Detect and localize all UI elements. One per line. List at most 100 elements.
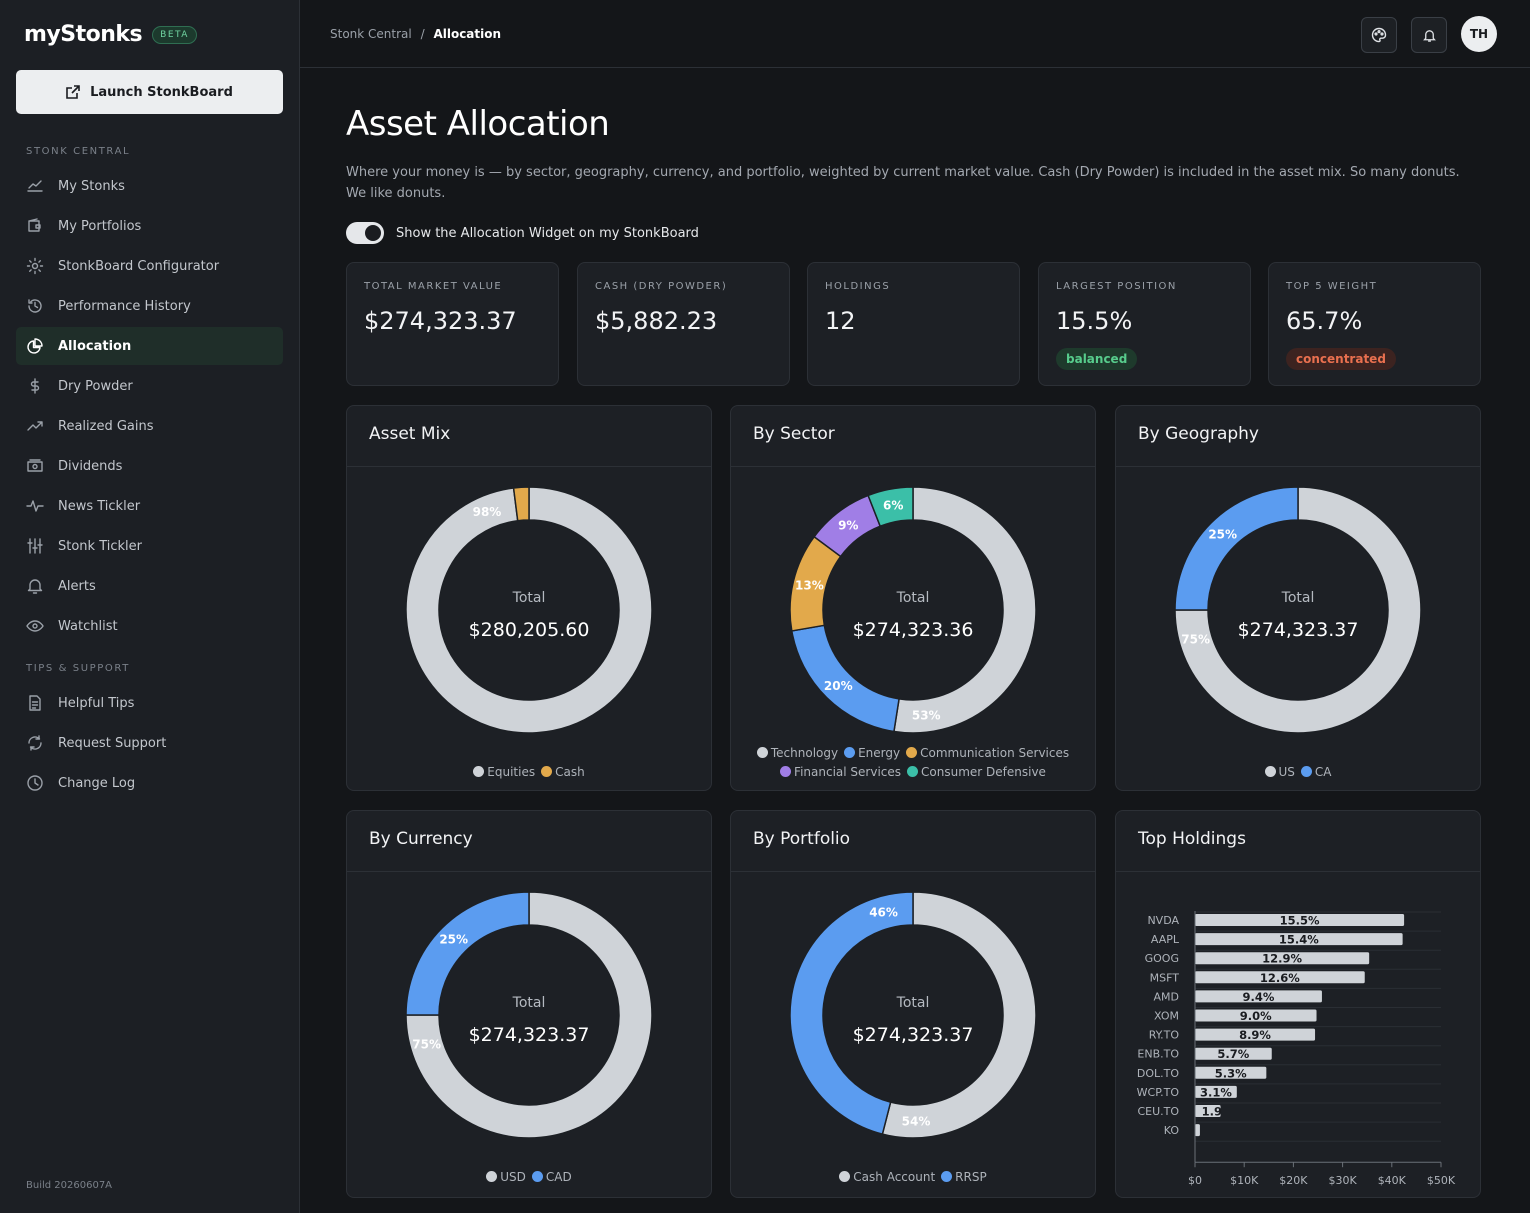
- donut-slice-consumer-defensive[interactable]: [867, 486, 914, 528]
- sidebar-item-change-log[interactable]: Change Log: [16, 764, 283, 802]
- external-link-icon: [66, 85, 80, 99]
- toggle-label: Show the Allocation Widget on my StonkBo…: [396, 225, 699, 241]
- donut-slice-cad[interactable]: [405, 891, 530, 1016]
- donut-slice-equities[interactable]: [405, 486, 653, 734]
- sidebar-item-label: News Tickler: [58, 498, 141, 514]
- sidebar-item-my-stonks[interactable]: My Stonks: [16, 167, 283, 205]
- clock-icon: [27, 775, 43, 791]
- legend-item[interactable]: Financial Services: [780, 763, 901, 782]
- bar-xom[interactable]: [1195, 1009, 1317, 1022]
- sidebar-item-dry-powder[interactable]: Dry Powder: [16, 367, 283, 405]
- launch-stonkboard-button[interactable]: Launch StonkBoard: [16, 70, 283, 114]
- legend-item[interactable]: Technology: [756, 744, 838, 763]
- donut-slice-ca[interactable]: [1174, 486, 1299, 611]
- sidebar-item-label: Dry Powder: [58, 378, 133, 394]
- stat-card-cash: CASH (DRY POWDER) $5,882.23: [577, 262, 790, 386]
- chart-legend: USD CAD: [347, 1168, 711, 1187]
- sidebar-item-stonk-tickler[interactable]: Stonk Tickler: [16, 527, 283, 565]
- sidebar-item-request-support[interactable]: Request Support: [16, 724, 283, 762]
- pie-chart-icon: [27, 338, 43, 354]
- bar-dol-to[interactable]: [1195, 1066, 1267, 1079]
- legend-item[interactable]: Energy: [844, 744, 900, 763]
- sidebar-item-alerts[interactable]: Alerts: [16, 567, 283, 605]
- sidebar-item-label: Dividends: [58, 458, 123, 474]
- sidebar-item-watchlist[interactable]: Watchlist: [16, 607, 283, 645]
- y-tick-label: XOM: [1154, 1010, 1179, 1023]
- bar-ry-to[interactable]: [1195, 1028, 1316, 1041]
- bar-ko[interactable]: [1195, 1124, 1200, 1137]
- slice-percent-label: 25%: [439, 933, 468, 947]
- stat-label: HOLDINGS: [825, 281, 891, 292]
- theme-button[interactable]: [1361, 17, 1397, 53]
- legend-swatch: [839, 1171, 851, 1182]
- bar-aapl[interactable]: [1195, 933, 1403, 946]
- allocation-widget-toggle[interactable]: [346, 222, 384, 244]
- sidebar-item-news-tickler[interactable]: News Tickler: [16, 487, 283, 525]
- bar-enb-to[interactable]: [1195, 1047, 1272, 1060]
- legend-item[interactable]: CA: [1300, 763, 1332, 782]
- donut-center-label: Total: [896, 590, 930, 606]
- dollar-icon: [30, 378, 40, 394]
- page-description: Where your money is — by sector, geograp…: [346, 165, 1460, 201]
- logo[interactable]: myStonks BETA: [24, 22, 197, 47]
- stat-card-top5-weight: TOP 5 WEIGHT 65.7% concentrated: [1268, 262, 1481, 386]
- legend-item[interactable]: Consumer Defensive: [907, 763, 1046, 782]
- legend-swatch: [780, 766, 792, 777]
- legend-item[interactable]: RRSP: [941, 1168, 987, 1187]
- slice-percent-label: 20%: [824, 679, 853, 693]
- sidebar-item-performance-history[interactable]: Performance History: [16, 287, 283, 325]
- bar-msft[interactable]: [1195, 971, 1365, 984]
- status-badge-balanced: balanced: [1056, 348, 1138, 370]
- legend-item[interactable]: Equities: [473, 763, 535, 782]
- legend-item[interactable]: Communication Services: [906, 744, 1069, 763]
- legend-item[interactable]: US: [1264, 763, 1295, 782]
- sidebar-item-dividends[interactable]: Dividends: [16, 447, 283, 485]
- bar-wcp-to[interactable]: [1195, 1085, 1237, 1098]
- legend-label: Cash: [555, 765, 585, 779]
- chart-title: By Portfolio: [731, 811, 1095, 872]
- bar-ceu-to[interactable]: [1195, 1105, 1221, 1117]
- donut-slice-usd[interactable]: [405, 891, 653, 1139]
- donut-center-value: $274,323.37: [1238, 619, 1359, 641]
- chart-card-asset-mix: Asset Mix 98% Total $280,205.60 Equities Cash: [346, 405, 712, 791]
- notifications-button[interactable]: [1411, 17, 1447, 53]
- sidebar-item-label: My Portfolios: [58, 218, 142, 234]
- sidebar-item-label: StonkBoard Configurator: [58, 258, 220, 274]
- donut-slice-cash-account[interactable]: [881, 891, 1037, 1139]
- legend-swatch: [906, 747, 918, 758]
- legend-swatch: [844, 747, 856, 758]
- build-version: Build 20260607A: [26, 1180, 113, 1191]
- legend-swatch: [473, 766, 485, 777]
- sidebar-item-allocation[interactable]: Allocation: [16, 327, 283, 365]
- sidebar-item-label: Allocation: [58, 338, 132, 354]
- legend-label: Financial Services: [794, 765, 902, 779]
- user-avatar[interactable]: TH: [1461, 16, 1497, 52]
- legend-item[interactable]: Cash: [541, 763, 585, 782]
- bar-nvda[interactable]: [1195, 914, 1405, 926]
- bar-goog[interactable]: [1195, 952, 1370, 965]
- bar-amd[interactable]: [1195, 990, 1322, 1003]
- chart-card-top-holdings: Top Holdings NVDA 15.5% AAPL 15.4% GOOG 12.9% M…: [1115, 810, 1481, 1198]
- legend-swatch: [907, 766, 919, 777]
- sidebar-item-realized-gains[interactable]: Realized Gains: [16, 407, 283, 445]
- legend-label: CAD: [545, 1170, 572, 1184]
- donut-slice-technology[interactable]: [893, 486, 1037, 734]
- y-tick-label: MSFT: [1150, 971, 1180, 984]
- legend-label: US: [1278, 765, 1295, 779]
- pulse-icon: [26, 500, 44, 512]
- stat-value: $5,882.23: [595, 307, 718, 335]
- legend-item[interactable]: USD: [486, 1168, 526, 1187]
- y-tick-label: DOL.TO: [1137, 1067, 1179, 1080]
- sidebar-item-my-portfolios[interactable]: My Portfolios: [16, 207, 283, 245]
- sidebar-item-helpful-tips[interactable]: Helpful Tips: [16, 684, 283, 722]
- legend-item[interactable]: CAD: [531, 1168, 572, 1187]
- donut-slice-rrsp[interactable]: [789, 891, 914, 1136]
- legend-item[interactable]: Cash Account: [839, 1168, 935, 1187]
- slice-percent-label: 6%: [883, 498, 903, 512]
- sidebar-item-stonkboard-configurator[interactable]: StonkBoard Configurator: [16, 247, 283, 285]
- stat-value: 15.5%: [1056, 307, 1133, 335]
- y-tick-label: GOOG: [1145, 952, 1179, 965]
- donut-slice-us[interactable]: [1174, 486, 1422, 734]
- donut-slice-cash[interactable]: [512, 486, 530, 522]
- breadcrumb-parent[interactable]: Stonk Central: [330, 27, 412, 41]
